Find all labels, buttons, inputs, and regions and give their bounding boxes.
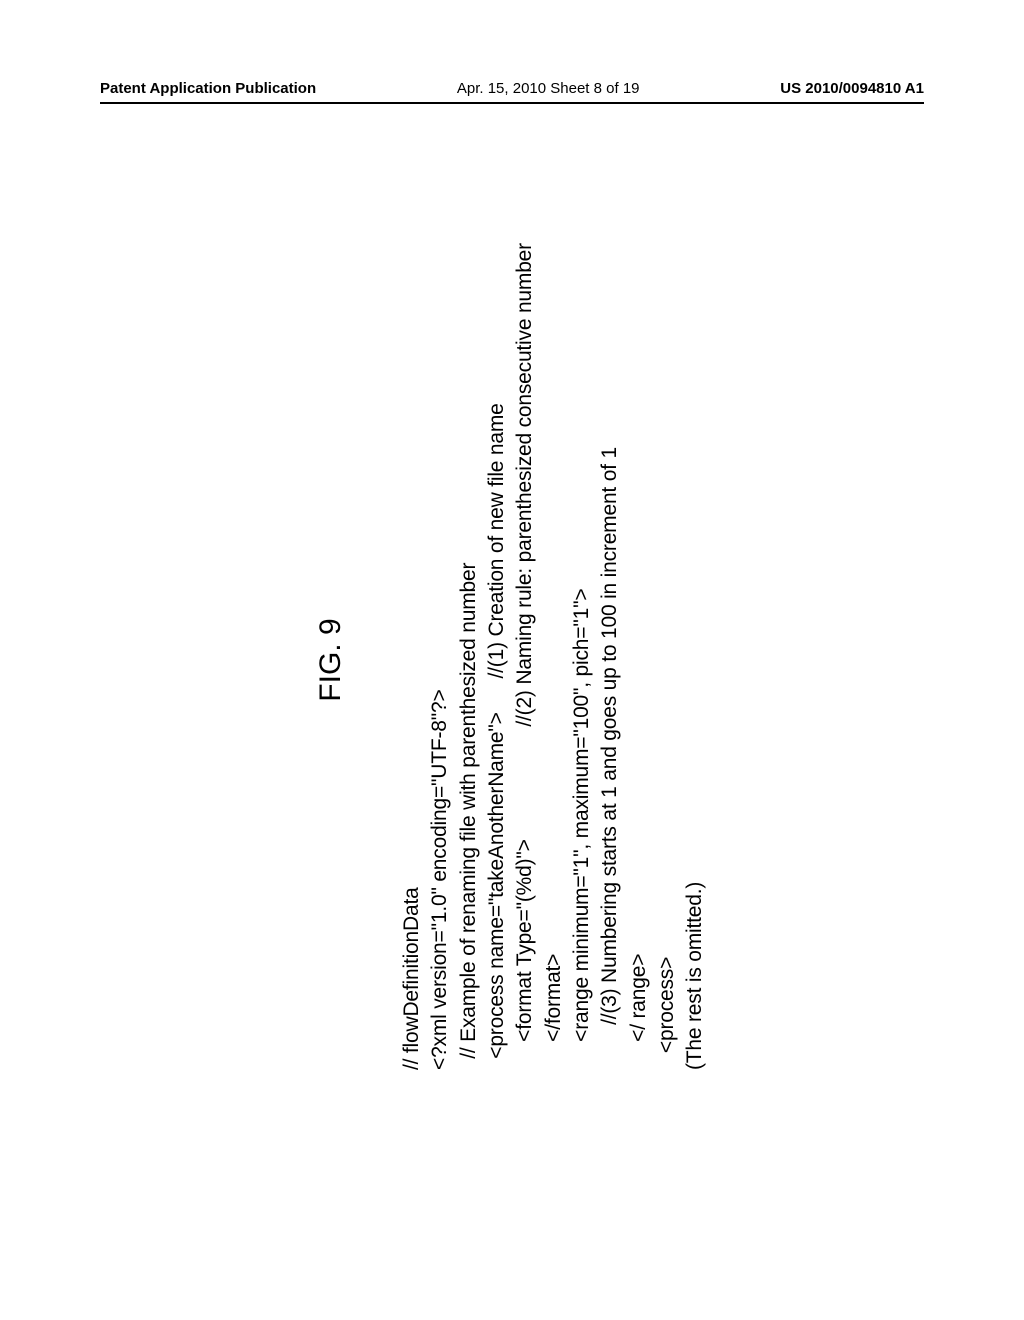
- header-divider: [100, 102, 924, 104]
- header-center-text: Apr. 15, 2010 Sheet 8 of 19: [457, 80, 640, 97]
- code-block: // flowDefinitionData <?xml version="1.0…: [398, 250, 710, 1070]
- figure-content: FIG. 9 // flowDefinitionData <?xml versi…: [314, 250, 710, 1070]
- page-header: Patent Application Publication Apr. 15, …: [0, 80, 1024, 97]
- figure-title: FIG. 9: [314, 250, 348, 1070]
- header-left-text: Patent Application Publication: [100, 80, 316, 97]
- header-right-text: US 2010/0094810 A1: [780, 80, 924, 97]
- figure-wrapper: FIG. 9 // flowDefinitionData <?xml versi…: [102, 462, 922, 858]
